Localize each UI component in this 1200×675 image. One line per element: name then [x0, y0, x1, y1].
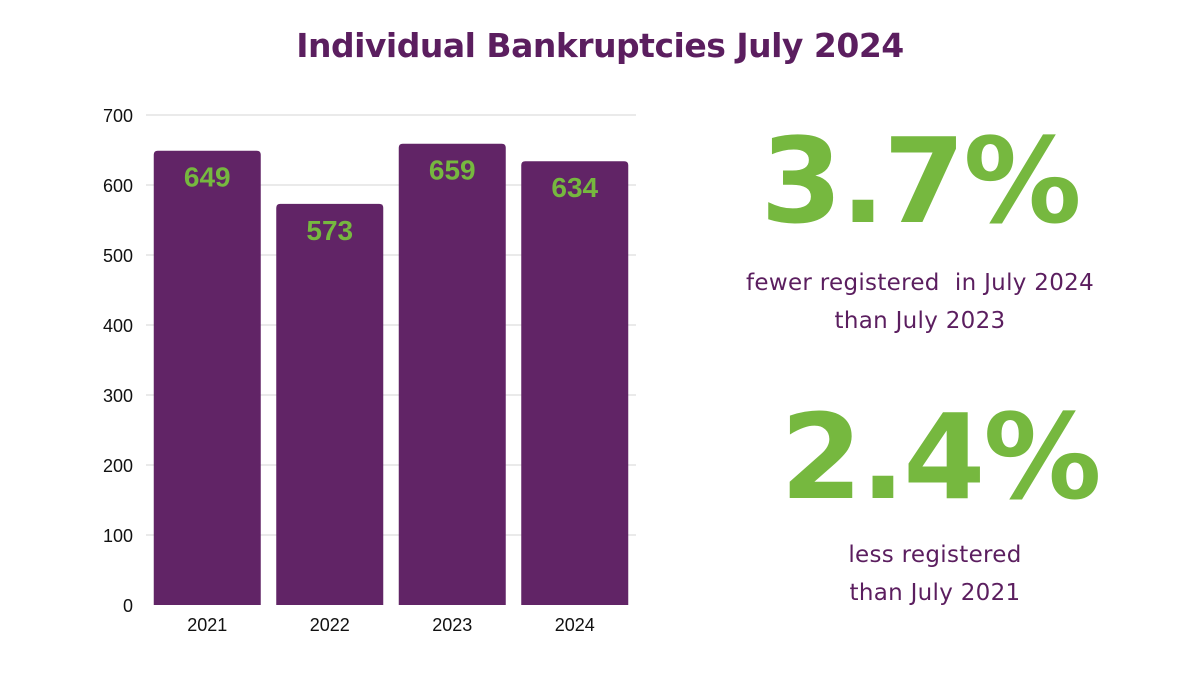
stat-caption-vs-2021: less registered than July 2021 [715, 536, 1155, 612]
x-tick-label: 2023 [432, 615, 472, 635]
y-tick-label: 500 [103, 246, 133, 266]
bar [153, 150, 261, 605]
stat-caption-yoy-line-2: than July 2023 [834, 308, 1006, 334]
y-tick-label: 600 [103, 176, 133, 196]
bar-chart: 0 100 200 300 400 500 600 700 649 2021 573 2022 659 2… [103, 106, 636, 635]
bar-data-label: 634 [551, 172, 598, 203]
y-tick-label: 300 [103, 386, 133, 406]
bar [276, 203, 384, 605]
y-tick-label: 700 [103, 106, 133, 126]
stat-caption-vs-2021-line-2: than July 2021 [849, 580, 1021, 606]
bar-data-label: 649 [184, 162, 231, 193]
stat-caption-yoy: fewer registered in July 2024 than July … [700, 264, 1140, 340]
bar-data-label: 659 [429, 155, 476, 186]
y-tick-label: 200 [103, 456, 133, 476]
y-tick-label: 0 [123, 596, 133, 616]
stat-caption-yoy-line-1: fewer registered in July 2024 [745, 270, 1095, 296]
stat-value-yoy: 3.7% [760, 112, 1081, 250]
bar [398, 143, 506, 605]
chart-title: Individual Bankruptcies July 2024 [296, 26, 904, 65]
y-tick-label: 400 [103, 316, 133, 336]
x-tick-label: 2024 [555, 615, 595, 635]
x-tick-label: 2021 [187, 615, 227, 635]
x-tick-label: 2022 [310, 615, 350, 635]
y-tick-label: 100 [103, 526, 133, 546]
bar [521, 161, 629, 605]
stat-value-vs-2021: 2.4% [780, 388, 1101, 526]
bar-data-label: 573 [306, 215, 353, 246]
stat-caption-vs-2021-line-1: less registered [848, 542, 1022, 568]
